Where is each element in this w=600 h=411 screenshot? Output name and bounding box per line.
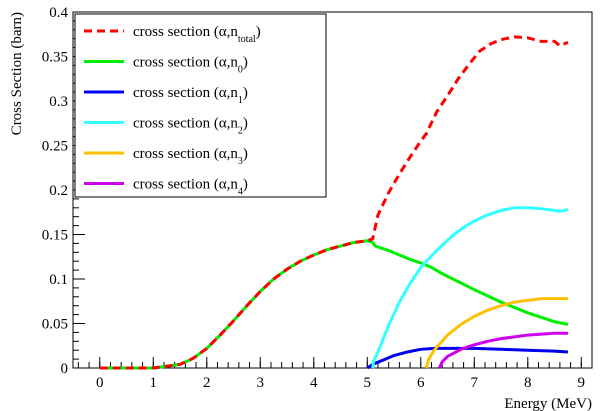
legend-label-0: cross section (α,ntotal) <box>133 24 261 45</box>
x-tick-label: 8 <box>524 375 532 391</box>
legend-label-2: cross section (α,n1) <box>133 85 248 106</box>
legend-label-3: cross section (α,n2) <box>133 116 248 137</box>
series-layer <box>99 35 569 370</box>
x-tick-label: 0 <box>96 375 104 391</box>
x-axis-title: Energy (MeV) <box>504 396 592 411</box>
x-tick-label: 2 <box>203 375 211 391</box>
y-tick-label: 0.25 <box>42 139 68 155</box>
series-line-2 <box>366 346 569 370</box>
x-tick-label: 1 <box>150 375 158 391</box>
y-tick-label: 0.4 <box>49 5 68 21</box>
y-tick-label: 0.3 <box>49 94 68 110</box>
y-axis-title: Cross Section (barn) <box>9 12 25 135</box>
legend: cross section (α,ntotal) cross section (α… <box>74 13 327 198</box>
legend-label-5: cross section (α,n4) <box>133 177 248 198</box>
y-tick-label: 0.15 <box>42 228 68 244</box>
series-line-0 <box>99 35 569 370</box>
series-line-4 <box>424 297 568 369</box>
y-tick-label: 0.2 <box>49 183 68 199</box>
x-tick-label: 7 <box>471 375 479 391</box>
x-tick-label: 3 <box>257 375 265 391</box>
series-line-3 <box>371 206 569 369</box>
y-tick-label: 0.05 <box>42 317 68 333</box>
legend-label-4: cross section (α,n3) <box>133 146 248 167</box>
y-tick-label: 0 <box>61 361 69 377</box>
x-tick-label: 4 <box>310 375 318 391</box>
legend-label-1: cross section (α,n0) <box>133 55 248 76</box>
x-tick-label: 6 <box>417 375 425 391</box>
x-axis: 0 1 2 3 4 5 6 7 8 9 <box>77 357 593 391</box>
y-tick-label: 0.35 <box>42 50 68 66</box>
x-tick-label: 9 <box>578 375 586 391</box>
x-tick-label: 5 <box>364 375 372 391</box>
legend-box <box>74 13 327 198</box>
series-line-5 <box>438 331 568 369</box>
y-axis: 0 0.05 0.1 0.15 0.2 0.25 0.3 0.35 0.4 <box>42 5 85 377</box>
y-tick-label: 0.1 <box>49 272 68 288</box>
